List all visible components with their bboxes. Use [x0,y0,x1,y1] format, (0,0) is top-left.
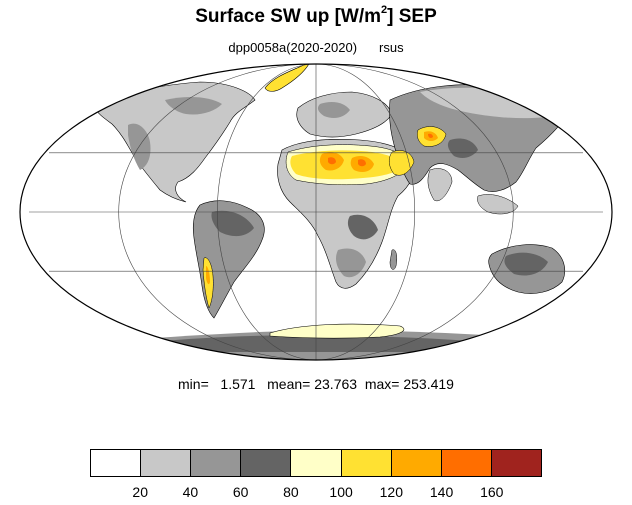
tibet-deep [428,133,433,138]
colorbar-tick-label: 60 [232,484,249,500]
colorbar-tick-label: 40 [182,484,199,500]
colorbar-tick-label: 100 [329,484,353,500]
min-value: 1.571 [220,376,256,392]
colorbar-tick-label: 20 [132,484,149,500]
antarctica-plateau [269,323,405,339]
min-label: min= [178,376,209,392]
map-border [19,63,613,361]
north-america-mountains [128,123,151,170]
colorbar-cell-3 [241,450,292,476]
kalahari-dark [336,248,366,278]
antarctica-dark-band [150,335,470,352]
map-subtitle: dpp0058a(2020-2020) rsus [0,40,632,55]
colorbar-cell-1 [141,450,192,476]
map-title: Surface SW up [W/m2] SEP [195,4,437,27]
max-label: max= [364,376,400,392]
europe-dark [317,102,350,118]
sahara-yellow [290,150,402,180]
colorbar [90,449,542,477]
experiment-label: dpp0058a(2020-2020) [228,40,358,55]
australia-dark [504,252,548,276]
new-zealand [577,289,586,303]
colorbar-cell-5 [341,450,392,476]
sahara-orange [319,152,374,172]
variable-label: rsus [379,40,404,55]
colorbar-tick-label: 80 [283,484,299,500]
colorbar-cell-0 [91,450,142,476]
south-america-dark [211,210,254,237]
colorbar-tick-label: 120 [379,484,404,500]
southeast-asia [477,194,519,215]
colorbar-cell-7 [441,450,492,476]
greenland [264,64,311,92]
colorbar-ticks: 20 40 60 80 100 120 140 160 [0,484,632,504]
asia-dark [447,138,478,158]
mean-label: mean= [267,376,311,392]
stats-line: min= 1.571 mean= 23.763 max= 253.419 [0,376,632,392]
colorbar-tick-label: 160 [480,484,504,500]
colorbar-cell-4 [291,450,342,476]
sahara-deep [328,157,366,167]
congo-dark [347,214,378,240]
colorbar-cell-8 [491,450,541,476]
canada-shield [165,96,222,115]
colorbar-tick-label: 140 [429,484,454,500]
max-value: 253.419 [403,376,454,392]
india [427,168,453,202]
colorbar-cell-2 [191,450,242,476]
mean-value: 23.763 [314,376,358,392]
andes-orange [206,266,210,285]
north-america [94,81,256,203]
colorbar-cell-6 [391,450,442,476]
madagascar [389,249,398,270]
